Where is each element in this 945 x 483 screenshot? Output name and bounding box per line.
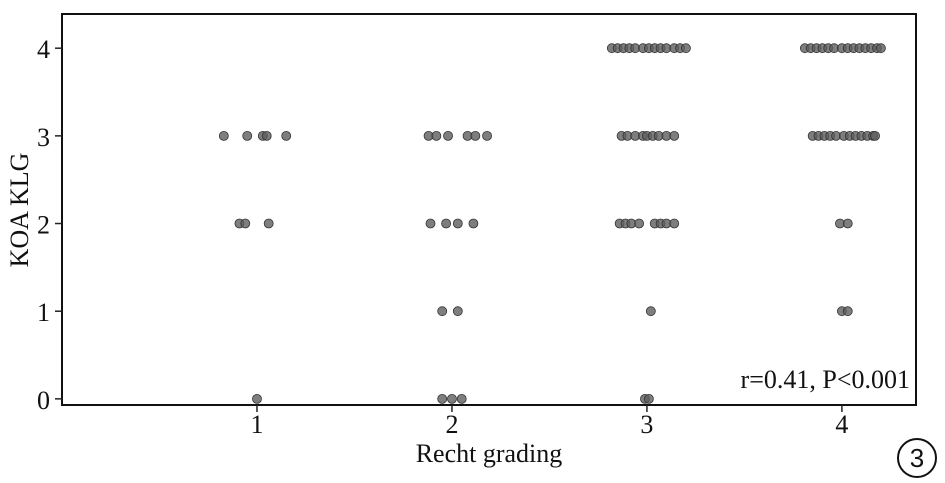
y-tick-label: 1 (37, 298, 50, 327)
x-tick-label: 3 (640, 410, 653, 439)
point (634, 218, 645, 229)
point (681, 43, 691, 54)
point (456, 393, 467, 404)
point (437, 306, 448, 317)
point (437, 393, 448, 404)
x-tick-label: 4 (835, 410, 848, 439)
point (645, 306, 656, 317)
point (447, 393, 457, 404)
panel-badge (897, 438, 937, 478)
x-axis-label: Recht grading (416, 439, 563, 468)
point (470, 130, 481, 141)
point (669, 130, 680, 141)
x-tick-label: 1 (250, 410, 263, 439)
point (482, 130, 492, 141)
point (870, 130, 880, 141)
point (842, 306, 853, 317)
point (263, 218, 274, 229)
point (452, 306, 463, 317)
point (240, 218, 251, 229)
y-tick-label: 3 (37, 123, 50, 152)
point (452, 218, 463, 229)
annotation: r=0.41, P<0.001 (741, 365, 910, 394)
x-tick-label: 2 (445, 410, 458, 439)
point (425, 218, 436, 229)
point (643, 393, 654, 404)
point (468, 218, 479, 229)
point (441, 218, 452, 229)
point (431, 130, 442, 141)
point (443, 130, 453, 141)
point (842, 218, 853, 229)
point (242, 130, 253, 141)
point (281, 130, 292, 141)
point (252, 393, 262, 404)
point (876, 43, 886, 54)
plot-frame (61, 13, 917, 406)
y-tick-label: 0 (37, 386, 50, 415)
point (669, 218, 680, 229)
y-axis-label: KOA KLG (5, 153, 34, 268)
y-tick-label: 2 (37, 210, 50, 239)
point (261, 130, 272, 141)
point (218, 130, 229, 141)
panel-label: 3 (910, 443, 924, 473)
y-tick-label: 4 (37, 35, 50, 64)
